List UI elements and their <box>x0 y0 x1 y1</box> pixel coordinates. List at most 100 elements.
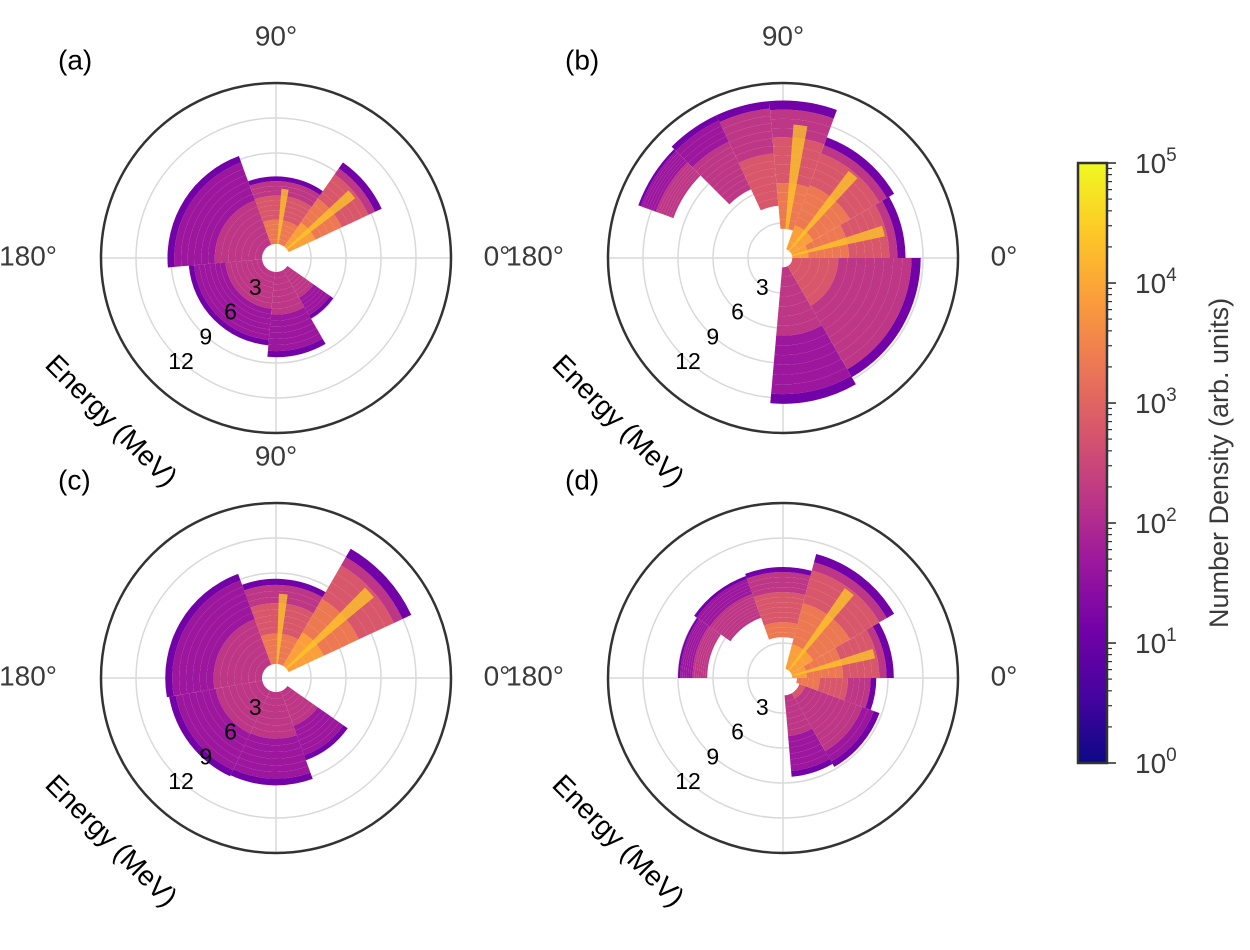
density-cell <box>791 758 833 777</box>
density-cell <box>719 108 771 129</box>
density-streak <box>788 170 858 252</box>
density-cell <box>258 205 307 219</box>
density-cell <box>638 149 676 207</box>
density-cell <box>253 720 295 732</box>
density-cell <box>307 293 331 316</box>
density-cell <box>293 277 308 291</box>
radial-tick-label: 6 <box>731 299 744 325</box>
density-cell <box>273 275 290 285</box>
density-cell <box>341 557 403 624</box>
density-cell <box>289 701 314 721</box>
density-cell <box>819 702 857 746</box>
density-cell <box>345 548 412 619</box>
density-cell <box>215 262 272 319</box>
density-cell <box>765 627 797 635</box>
density-cell <box>660 166 693 215</box>
polar-frame <box>606 81 960 435</box>
density-cell <box>221 206 260 263</box>
angle-tick-label: 90° <box>255 20 297 51</box>
density-cell <box>771 367 851 395</box>
density-cell <box>773 342 837 365</box>
density-cell <box>284 692 301 706</box>
density-streaks <box>276 587 374 670</box>
density-cell <box>282 689 297 701</box>
density-cell <box>192 599 250 693</box>
density-cell <box>844 678 854 703</box>
density-cell <box>229 685 259 722</box>
density-cell <box>866 626 887 678</box>
density-cell <box>251 185 318 203</box>
density-cell <box>746 572 811 584</box>
density-cell <box>725 123 772 143</box>
density-cell <box>684 131 727 164</box>
density-cell <box>658 164 692 214</box>
density-streak <box>785 124 808 230</box>
density-cell <box>236 757 309 772</box>
density-cell <box>800 690 823 715</box>
density-cell <box>696 628 715 678</box>
density-cell <box>228 213 262 263</box>
density-cell <box>256 200 309 215</box>
density-cell <box>214 200 258 264</box>
density-cell <box>821 145 887 203</box>
density-cell <box>854 678 866 706</box>
density-cell <box>722 608 759 638</box>
density-cell <box>755 597 804 607</box>
density-cell <box>252 609 311 624</box>
density-cell <box>287 270 298 281</box>
density-cell <box>810 696 840 730</box>
density-cell <box>185 593 248 694</box>
density-cell <box>680 619 701 678</box>
panel-tag: (a) <box>58 44 92 75</box>
density-cell <box>256 714 293 726</box>
radial-axis-label: Energy (MeV) <box>39 768 183 912</box>
density-cell <box>678 617 699 678</box>
density-cell <box>833 258 894 354</box>
density-cell <box>847 258 921 378</box>
density-streak <box>277 188 289 245</box>
density-cell <box>272 285 296 297</box>
density-cell <box>882 196 906 258</box>
density-cell <box>722 116 772 136</box>
density-streak <box>286 190 356 250</box>
density-cell <box>288 698 309 716</box>
density-cell <box>801 678 809 687</box>
density-cell <box>875 200 898 258</box>
density-cell <box>729 131 773 150</box>
density-cell <box>833 678 843 699</box>
density-cell <box>289 272 301 284</box>
density-cell <box>786 713 807 725</box>
density-cell <box>704 157 739 184</box>
density-streak <box>285 587 374 670</box>
density-cell <box>751 183 778 197</box>
density-cell <box>195 691 245 752</box>
density-cell <box>807 694 834 725</box>
density-cell <box>788 733 818 748</box>
density-cell <box>169 695 233 777</box>
colorbar: 100 101 102 103 104 105 Number Density (arb. … <box>1076 145 1234 779</box>
density-cell <box>714 599 756 633</box>
density-cell <box>792 258 811 282</box>
radial-tick-label: 12 <box>168 348 194 374</box>
density-cell <box>838 678 848 701</box>
density-cell <box>699 582 750 622</box>
density-cell <box>181 168 246 267</box>
density-cell <box>762 617 799 626</box>
density-cell <box>255 680 271 697</box>
density-cell <box>757 198 779 211</box>
density-cell <box>698 629 716 678</box>
density-cell <box>663 168 695 216</box>
density-cell <box>241 260 274 293</box>
density-cell <box>763 622 798 631</box>
radial-tick-label: 12 <box>168 768 194 794</box>
density-cell <box>838 258 903 362</box>
density-cell <box>708 162 742 188</box>
density-cell <box>665 169 697 217</box>
density-cell <box>696 147 734 176</box>
density-cell <box>274 270 286 279</box>
density-cell <box>239 751 306 766</box>
density-cell <box>222 686 256 728</box>
density-cell <box>309 295 334 319</box>
density-cell <box>254 615 308 629</box>
